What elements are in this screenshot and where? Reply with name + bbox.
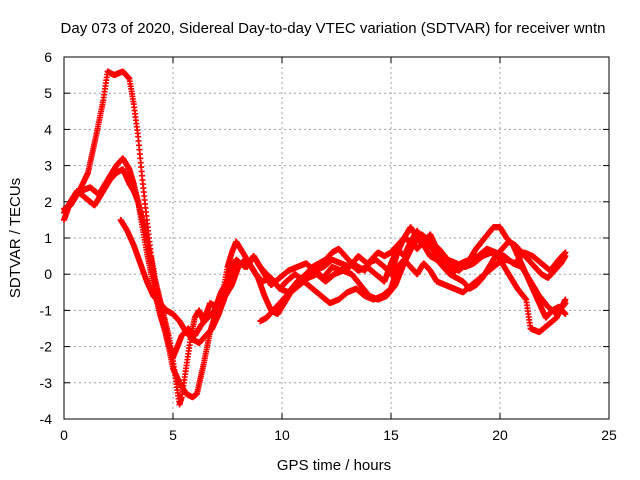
y-tick-label: -3 — [40, 375, 53, 391]
y-tick-label: 0 — [44, 266, 52, 282]
y-tick-label: 5 — [44, 85, 52, 101]
x-tick-label: 25 — [601, 427, 617, 443]
x-tick-label: 15 — [383, 427, 399, 443]
data-points — [61, 68, 569, 408]
y-tick-label: -2 — [40, 339, 53, 355]
y-tick-label: 1 — [44, 230, 52, 246]
x-tick-label: 10 — [274, 427, 290, 443]
y-tick-label: 3 — [44, 158, 52, 174]
data-point-marker — [562, 311, 569, 318]
x-tick-label: 5 — [169, 427, 177, 443]
y-tick-label: 2 — [44, 194, 52, 210]
axis-ticks: 0 5 10 15 20 25 -4 -3 -2 -1 0 1 2 3 4 5 6 — [40, 49, 617, 443]
y-tick-label: -4 — [40, 411, 53, 427]
x-tick-label: 0 — [60, 427, 68, 443]
chart-title: Day 073 of 2020, Sidereal Day-to-day VTE… — [61, 20, 606, 37]
x-tick-label: 20 — [492, 427, 508, 443]
y-tick-label: 6 — [44, 49, 52, 65]
y-tick-label: 4 — [44, 121, 52, 137]
y-tick-label: -1 — [40, 302, 53, 318]
